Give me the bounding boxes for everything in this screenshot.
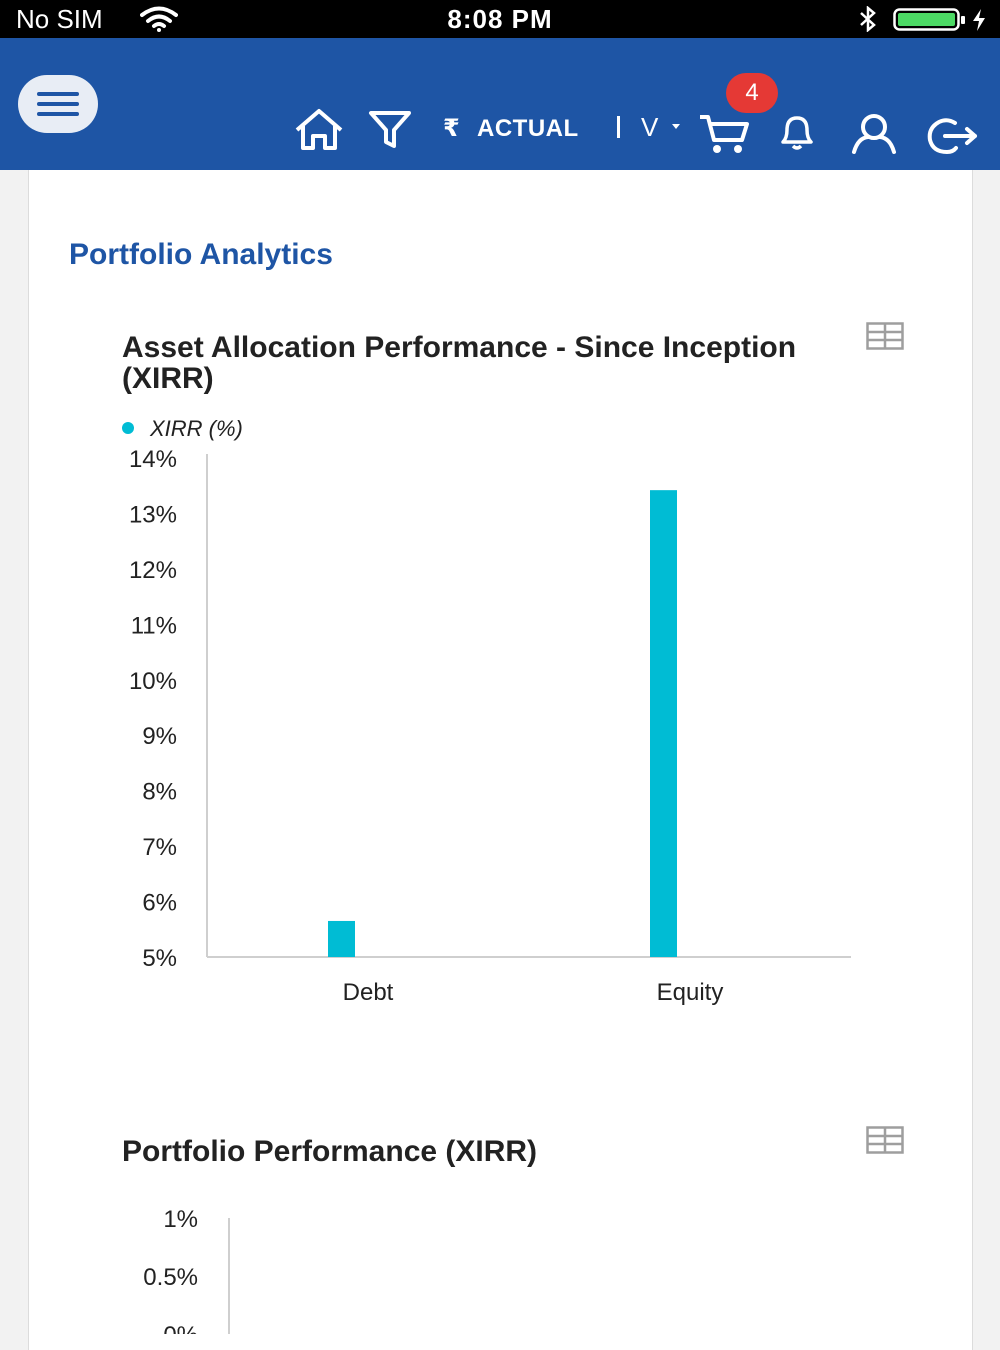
bluetooth-icon [860, 6, 876, 32]
wifi-icon [140, 6, 178, 32]
y-tick-label: 10% [129, 668, 177, 695]
y-tick-label: 8% [142, 779, 177, 806]
logout-icon[interactable] [925, 116, 981, 156]
y-tick-label: 11% [131, 612, 177, 639]
legend-label[interactable]: XIRR (%) [150, 416, 243, 441]
menu-button[interactable] [18, 75, 98, 133]
cart-button[interactable] [698, 112, 752, 156]
y-tick-label: 7% [142, 834, 177, 861]
chart2-title: Portfolio Performance (XIRR) [122, 1135, 538, 1168]
y-tick-label: 0% [163, 1322, 198, 1334]
currency-symbol: ₹ [443, 115, 460, 142]
y-tick-label: 12% [129, 557, 177, 584]
y-tick-label: 9% [142, 723, 177, 750]
page-title: Portfolio Analytics [69, 238, 333, 271]
y-tick-label: 13% [129, 501, 177, 528]
header-divider [617, 116, 620, 138]
cart-icon [700, 115, 749, 153]
y-tick-label: 5% [142, 945, 177, 972]
battery-icon [893, 8, 965, 31]
home-icon[interactable] [293, 108, 345, 152]
bar-equity [650, 490, 677, 957]
carrier-label: No SIM [16, 4, 103, 34]
legend-marker [122, 422, 134, 434]
y-tick-label: 6% [142, 890, 177, 917]
filter-icon[interactable] [368, 110, 412, 150]
y-tick-label: 14% [129, 446, 177, 473]
user-icon[interactable] [850, 112, 898, 156]
y-tick-label: 1% [163, 1206, 198, 1233]
y-tick-label: 0.5% [143, 1264, 198, 1291]
app-header: ₹ ACTUAL V 4 [0, 38, 1000, 170]
content-card [28, 170, 973, 1350]
x-tick-label: Debt [343, 979, 394, 1006]
view-dropdown[interactable]: V [640, 112, 680, 142]
x-tick-label: Equity [657, 979, 724, 1006]
view-mode-toggle[interactable]: ACTUAL [477, 115, 579, 142]
bar-debt [328, 920, 355, 957]
view-dropdown-value: V [641, 112, 659, 142]
bell-icon[interactable] [775, 112, 819, 152]
clock-time: 8:08 PM [447, 4, 553, 34]
cart-count-badge: 4 [726, 73, 778, 113]
chart-title: Asset Allocation Performance - Since Inc… [122, 331, 797, 395]
table-icon[interactable] [866, 322, 904, 350]
charging-icon [973, 9, 985, 31]
status-bar: No SIM 8:08 PM [0, 0, 1000, 38]
table-icon[interactable] [866, 1126, 904, 1154]
chevron-down-icon [672, 124, 680, 129]
